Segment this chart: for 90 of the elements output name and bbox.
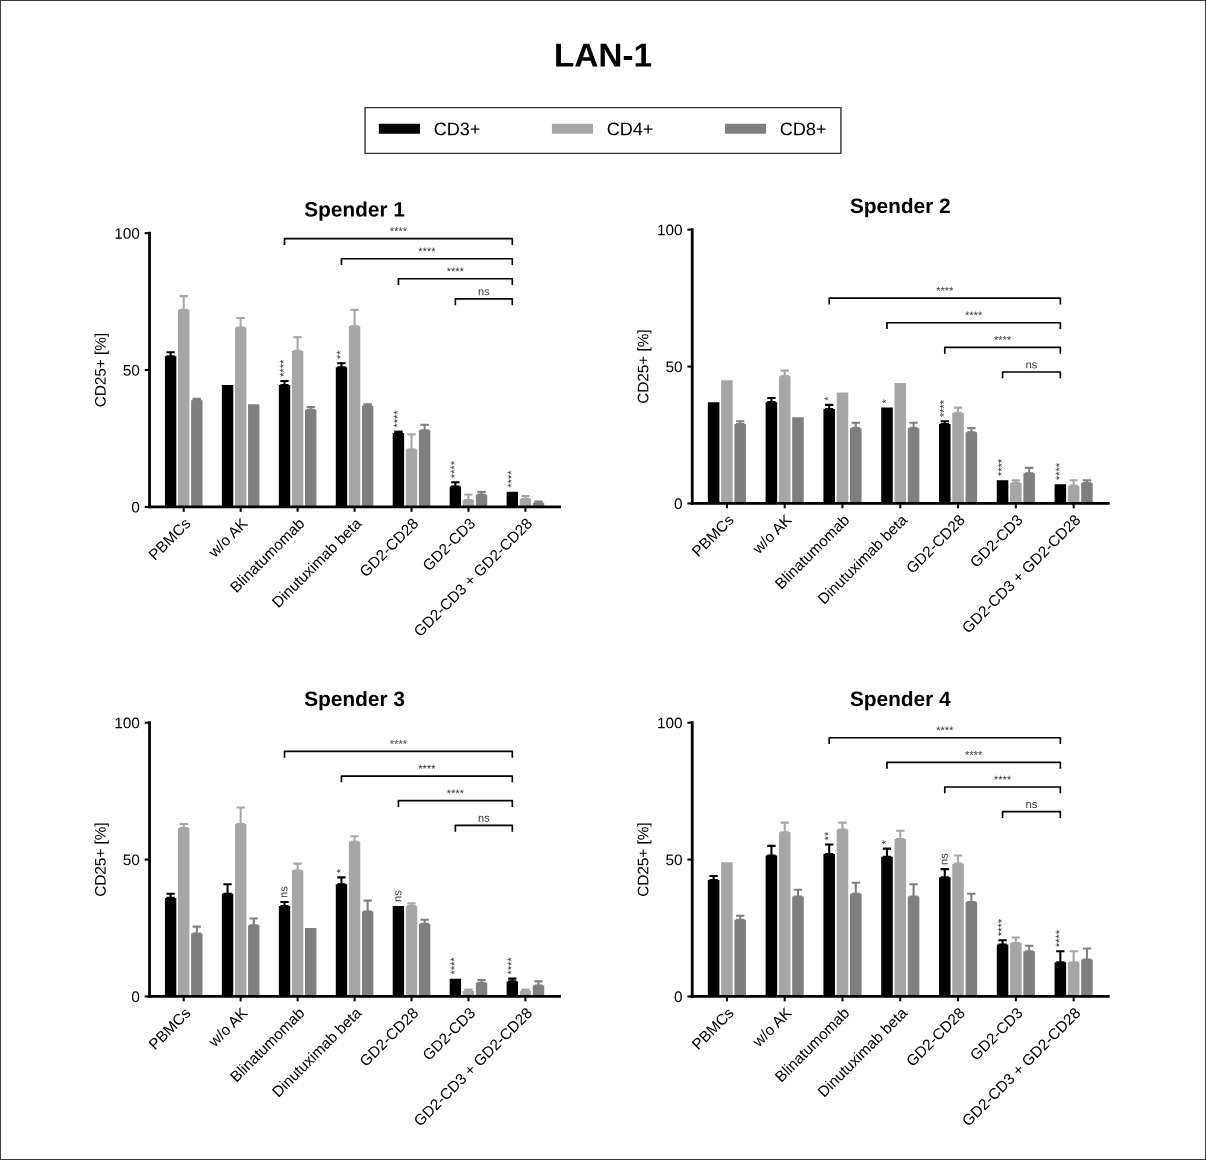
text: LAN-1 — [556, 43, 652, 67]
annotation: ns — [478, 815, 490, 822]
chart-title: Spender 3 — [304, 690, 405, 711]
y-tick-label: 100 — [115, 228, 140, 239]
chart-title: Spender 4 — [850, 690, 951, 711]
y-axis-title: CD25+ [%] — [94, 823, 109, 896]
legend-label: CD8+ — [780, 122, 826, 136]
annotation: **** — [940, 400, 944, 418]
bar — [291, 870, 304, 997]
y-tick-label: 0 — [674, 498, 682, 510]
y-tick-label: 100 — [658, 717, 682, 729]
bar — [836, 392, 849, 504]
annotation: **** — [994, 775, 1012, 780]
annotation: ns — [941, 853, 948, 865]
y-tick-label: 50 — [123, 364, 140, 376]
annotation: * — [824, 396, 829, 401]
annotation: ns — [478, 289, 490, 296]
y-tick-label: 50 — [666, 361, 682, 373]
chart-title: Spender 2 — [850, 197, 950, 218]
y-tick-label: 100 — [115, 717, 140, 729]
annotation: **** — [446, 267, 464, 272]
bar — [305, 928, 317, 997]
annotation: **** — [450, 461, 455, 478]
bar — [907, 896, 920, 997]
bar — [894, 382, 907, 504]
bar — [248, 404, 260, 507]
annotation: * — [882, 399, 887, 404]
annotation: ns — [1026, 362, 1037, 369]
y-tick-label: 50 — [123, 854, 140, 866]
annotation: **** — [418, 764, 436, 769]
annotation: **** — [936, 286, 954, 291]
annotation: ns — [1026, 802, 1037, 809]
bar — [850, 428, 862, 504]
annotation: **** — [446, 789, 464, 794]
y-tick-label: 0 — [131, 991, 140, 1003]
bar — [1023, 951, 1035, 997]
bar — [952, 413, 964, 504]
bar — [792, 417, 804, 504]
y-axis-title: CD25+ [%] — [637, 330, 652, 403]
annotation: **** — [507, 957, 512, 975]
bar — [305, 409, 317, 507]
bar — [418, 430, 431, 507]
annotation: ** — [824, 831, 829, 841]
bar — [348, 841, 361, 997]
annotation: **** — [936, 726, 954, 731]
bar — [1010, 482, 1022, 504]
y-tick-label: 100 — [658, 224, 682, 236]
annotation: **** — [997, 919, 1002, 937]
annotation: **** — [418, 247, 436, 252]
annotation: ** — [336, 350, 341, 359]
y-tick-label: 0 — [131, 501, 140, 513]
y-tick-label: 0 — [674, 991, 682, 1003]
bar — [1010, 943, 1022, 997]
annotation: ns — [395, 890, 402, 902]
annotation: **** — [965, 311, 983, 316]
bar — [1081, 482, 1093, 504]
bar — [405, 906, 418, 997]
bar — [734, 424, 746, 504]
bar — [361, 405, 374, 507]
y-axis-title: CD25+ [%] — [94, 333, 109, 407]
annotation: **** — [450, 957, 455, 975]
bar — [965, 432, 978, 504]
annotation: **** — [1055, 930, 1060, 947]
bar — [178, 828, 190, 997]
annotation: ns — [281, 886, 288, 898]
legend-label: CD4+ — [607, 122, 653, 136]
bar — [778, 376, 791, 504]
annotation: **** — [994, 336, 1012, 340]
chart-title: Spender 1 — [304, 201, 405, 221]
legend-label: CD3+ — [434, 122, 480, 136]
annotation: **** — [507, 470, 512, 488]
bar — [734, 919, 746, 997]
annotation: **** — [965, 751, 983, 755]
annotation: **** — [279, 359, 284, 377]
annotation: * — [882, 840, 887, 845]
y-axis-title: CD25+ [%] — [637, 823, 652, 896]
annotation: **** — [389, 740, 407, 745]
bar — [191, 400, 203, 507]
annotation: * — [336, 869, 341, 874]
bar — [721, 380, 733, 504]
bar — [907, 428, 920, 504]
bar — [418, 923, 431, 997]
annotation: **** — [1055, 463, 1060, 480]
bar — [721, 862, 733, 997]
annotation: **** — [997, 458, 1002, 476]
annotation: **** — [393, 410, 398, 428]
y-tick-label: 50 — [666, 854, 682, 866]
text: **** — [389, 227, 407, 232]
bar — [1023, 473, 1035, 504]
bar — [792, 896, 804, 997]
